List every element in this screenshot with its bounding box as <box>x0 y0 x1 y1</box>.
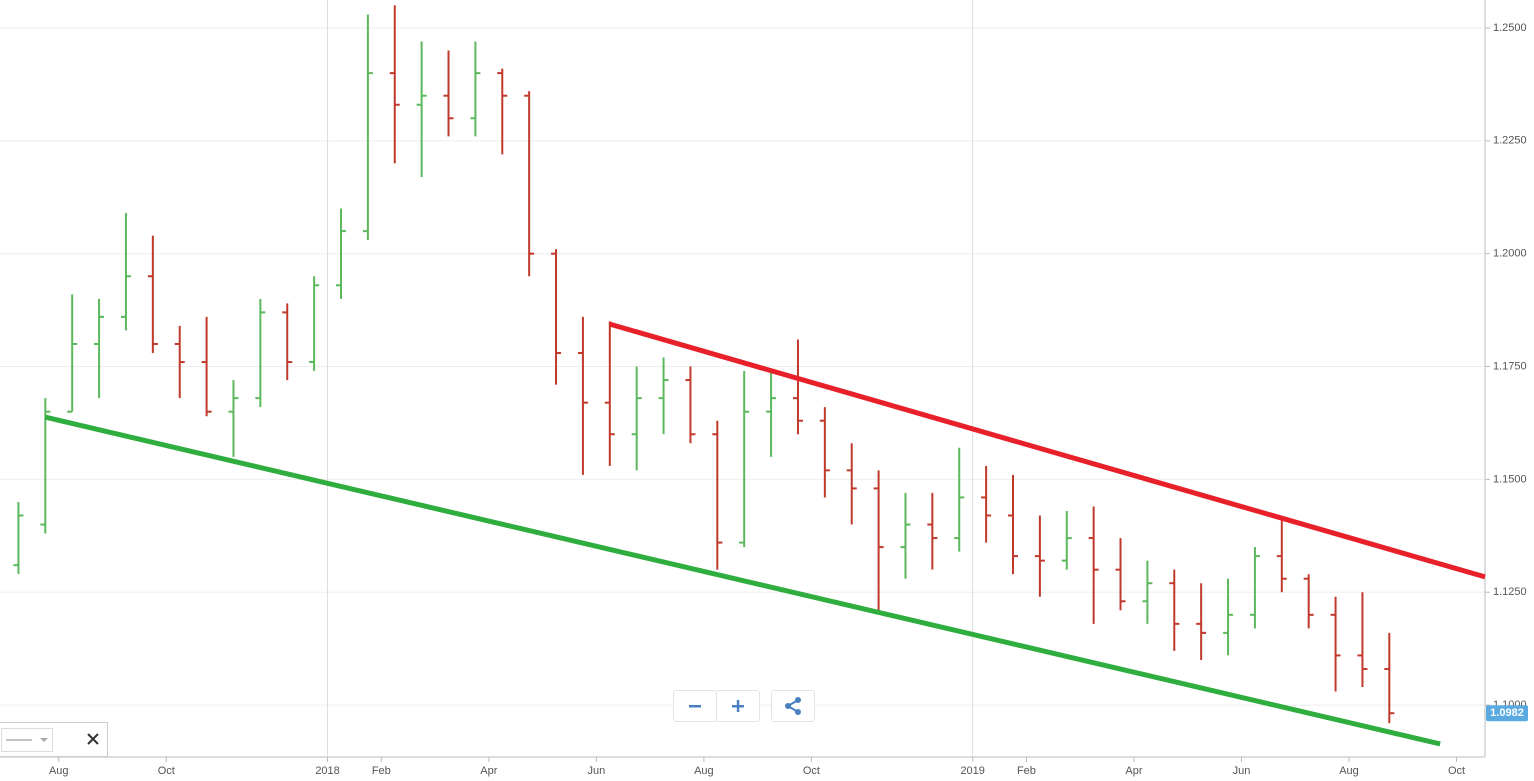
x-tick-label: Apr <box>480 765 497 777</box>
ohlc-bar <box>13 501 24 575</box>
zoom-out-button[interactable] <box>673 690 717 722</box>
ohlc-bar <box>685 366 696 444</box>
ohlc-bar <box>470 41 481 137</box>
share-icon <box>785 697 801 715</box>
x-tick-label: Feb <box>1017 765 1036 777</box>
ohlc-bar <box>900 492 911 579</box>
ohlc-bar <box>1276 520 1287 593</box>
ohlc-bar <box>1303 574 1314 629</box>
y-tick-label: 1.2250 <box>1493 135 1527 147</box>
plus-icon <box>732 700 744 712</box>
ohlc-bar <box>443 50 454 137</box>
ohlc-bar <box>416 41 427 177</box>
ohlc-bar <box>1088 506 1099 624</box>
ohlc-bar <box>739 371 750 548</box>
zoom-in-button[interactable] <box>716 690 760 722</box>
ohlc-bar <box>766 371 777 457</box>
y-tick-label: 1.1750 <box>1493 360 1527 372</box>
ohlc-bar <box>792 339 803 435</box>
ohlc-bar <box>524 91 535 277</box>
ohlc-bar <box>981 465 992 543</box>
ohlc-bar <box>1196 583 1207 660</box>
x-tick-label: Oct <box>803 765 820 777</box>
ohlc-bar <box>551 249 562 385</box>
x-tick-label: Aug <box>1339 765 1359 777</box>
ohlc-bar <box>1357 592 1368 688</box>
x-tick-label: Apr <box>1125 765 1142 777</box>
ohlc-bar <box>1330 596 1341 692</box>
ohlc-bar <box>954 447 965 552</box>
x-tick-label: Oct <box>158 765 175 777</box>
line-style-box <box>0 722 108 757</box>
x-tick-label: 2018 <box>315 765 339 777</box>
ohlc-bar <box>389 5 400 164</box>
y-tick-label: 1.1500 <box>1493 473 1527 485</box>
close-icon[interactable] <box>86 732 100 746</box>
x-tick-label: Jun <box>1233 765 1251 777</box>
x-tick-label: Oct <box>1448 765 1465 777</box>
last-price-label: 1.0982 <box>1490 707 1524 719</box>
ohlc-bar <box>631 366 642 471</box>
ohlc-bar <box>362 14 373 241</box>
ohlc-bar <box>147 235 158 353</box>
ohlc-bar <box>201 316 212 417</box>
ohlc-bar <box>336 208 346 299</box>
share-button[interactable] <box>771 690 815 722</box>
ohlc-bar <box>228 380 239 457</box>
ohlc-bar <box>94 298 105 399</box>
ohlc-bar <box>174 325 185 399</box>
ohlc-bar <box>1223 578 1234 656</box>
ohlc-bar <box>658 357 669 435</box>
y-tick-label: 1.2500 <box>1493 22 1527 34</box>
y-tick-label: 1.1250 <box>1493 586 1527 598</box>
ohlc-bar <box>1034 515 1045 597</box>
x-tick-label: Feb <box>372 765 391 777</box>
ohlc-bar <box>255 298 266 408</box>
ohlc-bar <box>1249 547 1260 629</box>
ohlc-bar <box>282 303 293 381</box>
ohlc-bar <box>604 321 615 466</box>
ohlc-bar <box>846 443 857 525</box>
ohlc-bar <box>873 470 884 611</box>
ohlc-bar <box>577 316 588 475</box>
ohlc-bar <box>40 398 51 534</box>
ohlc-bar <box>1142 560 1153 624</box>
line-style-select[interactable] <box>1 728 53 752</box>
trend-line <box>44 414 1441 747</box>
select-icon <box>6 738 48 742</box>
trend-line <box>609 321 1486 580</box>
y-tick-label: 1.2000 <box>1493 248 1527 260</box>
ohlc-bar <box>1008 474 1018 575</box>
ohlc-bar <box>712 420 723 570</box>
last-price-badge <box>1486 705 1528 722</box>
minus-icon <box>689 705 701 708</box>
ohlc-bar <box>497 68 508 155</box>
ohlc-bar <box>67 294 78 413</box>
ohlc-bar <box>120 213 131 331</box>
x-tick-label: Jun <box>587 765 605 777</box>
ohlc-bar <box>1061 510 1072 570</box>
ohlc-bar <box>1384 632 1395 724</box>
ohlc-bar <box>309 276 320 372</box>
x-tick-label: Aug <box>694 765 714 777</box>
x-tick-label: Aug <box>49 765 69 777</box>
x-tick-label: 2019 <box>960 765 984 777</box>
ohlc-bar <box>1169 569 1180 651</box>
ohlc-bar <box>1115 538 1126 611</box>
ohlc-bar <box>927 492 938 570</box>
ohlc-bar <box>819 407 830 498</box>
